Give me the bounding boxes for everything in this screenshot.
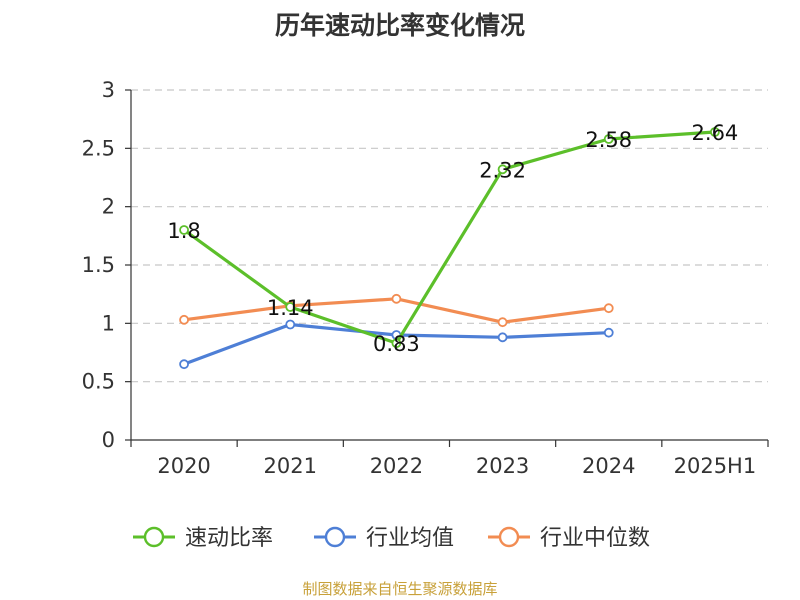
data-label: 2.58	[585, 128, 632, 152]
data-label: 1.8	[167, 219, 200, 243]
data-point	[391, 338, 402, 349]
legend-label: 行业中位数	[540, 526, 650, 551]
chart-title: 历年速动比率变化情况	[274, 11, 525, 40]
data-point	[497, 317, 508, 328]
y-tick-label: 2.5	[82, 136, 115, 160]
data-point	[285, 302, 296, 312]
y-tick-label: 1	[102, 311, 115, 335]
data-point	[179, 314, 189, 325]
x-tick-label: 2024	[582, 454, 635, 478]
data-point	[179, 225, 189, 235]
data-label: 2.64	[692, 121, 739, 145]
y-tick-label: 3	[102, 78, 115, 102]
legend-label: 行业均值	[366, 526, 454, 551]
data-point	[603, 303, 614, 314]
y-tick-label: 1.5	[82, 253, 115, 277]
x-tick-label: 2020	[157, 454, 210, 478]
legend-label: 速动比率	[185, 526, 273, 551]
legend-marker	[324, 526, 346, 548]
data-label: 0.83	[373, 332, 420, 356]
x-tick-label: 2025H1	[674, 454, 757, 478]
data-point	[497, 164, 508, 175]
data-label: 1.14	[267, 296, 314, 320]
x-tick-label: 2021	[264, 454, 317, 478]
y-tick-label: 0	[102, 428, 115, 452]
data-point	[391, 293, 402, 304]
y-tick-label: 2	[102, 195, 115, 219]
series-line	[183, 130, 716, 345]
source-note: 制图数据来自恒生聚源数据库	[302, 580, 498, 598]
data-label: 2.32	[479, 158, 526, 182]
data-point	[179, 359, 189, 370]
data-point	[603, 327, 614, 338]
legend-marker	[498, 526, 520, 548]
data-point	[603, 134, 614, 144]
y-tick-label: 0.5	[82, 370, 115, 394]
x-tick-label: 2022	[370, 454, 423, 478]
data-point	[497, 332, 508, 343]
data-point	[285, 319, 296, 330]
data-point	[710, 127, 720, 137]
legend-marker	[143, 526, 165, 548]
x-tick-label: 2023	[476, 454, 529, 478]
